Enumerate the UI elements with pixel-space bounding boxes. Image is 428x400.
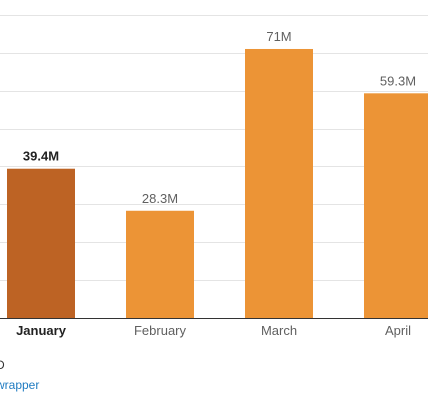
x-tick-label-march: March [261, 323, 297, 338]
x-tick-labels: January February March April [16, 323, 411, 338]
data-label-january: 39.4M [23, 149, 59, 164]
bars [0, 48, 428, 319]
bar-february [126, 210, 194, 318]
bar-april [364, 93, 428, 318]
bar-march [245, 48, 313, 319]
data-labels: 39.4M 28.3M 71M 59.3M [23, 29, 416, 206]
data-label-february: 28.3M [142, 191, 178, 206]
source-text-fragment: D [0, 358, 5, 372]
datawrapper-link[interactable]: wrapper [0, 378, 40, 392]
data-label-april: 59.3M [380, 73, 416, 88]
data-label-march: 71M [266, 29, 291, 44]
x-tick-label-february: February [134, 323, 187, 338]
x-tick-label-january: January [16, 323, 67, 338]
x-tick-label-april: April [385, 323, 411, 338]
bar-january [7, 168, 75, 318]
